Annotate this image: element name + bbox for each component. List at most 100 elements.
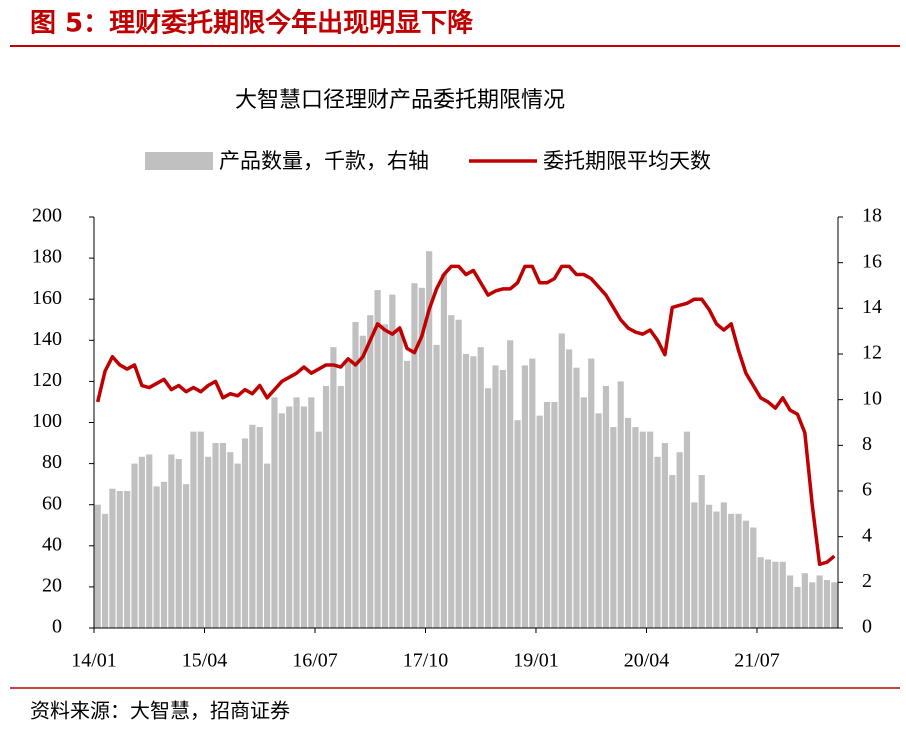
bar [345,360,352,628]
bar [647,431,654,628]
x-tick-label: 15/04 [182,650,228,672]
bar [764,559,772,628]
y-tick-label: 140 [32,328,62,350]
bar [308,397,315,628]
bar [669,475,676,628]
bar [109,488,116,628]
y2-tick-label: 2 [862,570,872,592]
bar [138,456,145,628]
bar [403,360,411,628]
bar [787,575,794,628]
bar [286,406,293,628]
bar [168,454,175,628]
bar [330,347,337,628]
bar [146,454,153,628]
bar [566,349,573,628]
bar [426,251,433,628]
bar [632,427,639,628]
bar [624,417,632,628]
bar [433,344,440,628]
bar [573,367,580,628]
bar [396,328,403,628]
bar [293,397,300,628]
bar [249,424,256,628]
bar [124,491,131,628]
bar [160,481,168,628]
bar [639,431,646,628]
x-tick-label: 21/07 [734,650,780,672]
bar [470,356,477,628]
bar [720,502,727,628]
bar [543,401,551,628]
y2-tick-label: 12 [862,342,882,364]
bar [101,513,109,628]
y2-tick-label: 18 [862,205,882,227]
bar [175,459,182,628]
bar [315,431,322,628]
bar [529,358,536,628]
x-tick-label: 19/01 [513,650,559,672]
y2-tick-label: 6 [862,479,872,501]
bar [558,333,565,628]
bar [610,427,617,628]
bar [809,582,816,628]
bar [492,365,499,628]
bar [256,427,263,628]
bar [241,438,249,628]
bar [300,406,308,628]
y-tick-label: 200 [32,205,62,227]
legend-swatch [145,152,213,170]
y2-tick-label: 16 [862,250,882,272]
bar [359,335,366,628]
bar [367,315,374,628]
y-tick-label: 160 [32,287,62,309]
line [95,264,836,567]
bar [757,557,764,628]
bar [212,443,219,628]
bar [683,431,691,628]
y-tick-label: 0 [52,616,62,638]
bar [322,385,330,628]
bar [595,413,602,628]
bar [352,322,359,628]
y-tick-label: 60 [42,492,62,514]
bar [455,319,462,628]
y-tick-label: 120 [32,369,62,391]
bar [116,491,123,628]
bar [536,415,543,628]
y2-tick-label: 14 [862,296,882,318]
bar [499,369,506,628]
y2-tick-label: 4 [862,524,872,546]
bar [816,575,823,628]
x-tick-label: 16/07 [292,650,338,672]
bar [381,324,389,628]
bar [728,513,735,628]
y-tick-label: 40 [42,533,62,555]
bar [374,290,381,628]
bar [227,452,234,628]
bar [182,484,190,628]
y-tick-label: 80 [42,451,62,473]
chart-title: 大智慧口径理财产品委托期限情况 [235,88,565,113]
y2-tick-label: 10 [862,387,882,409]
bar [735,513,742,628]
source: 资料来源：大智慧，招商证券 [30,699,290,723]
y-tick-label: 180 [32,246,62,268]
legend-label: 委托期限平均天数 [543,149,711,173]
bar [389,294,396,628]
bar [485,388,492,628]
bar [823,580,831,628]
bar [691,502,698,628]
bar [205,456,212,628]
y-tick-label: 100 [32,410,62,432]
y-tick-label: 20 [42,574,62,596]
bar [794,586,801,628]
bar [588,358,595,628]
figure-title: 图 5：理财委托期限今年出现明显下降 [30,8,474,39]
bar [234,463,241,628]
bar [676,452,683,628]
bar [580,397,587,628]
bar [507,340,514,628]
bar [278,413,285,628]
